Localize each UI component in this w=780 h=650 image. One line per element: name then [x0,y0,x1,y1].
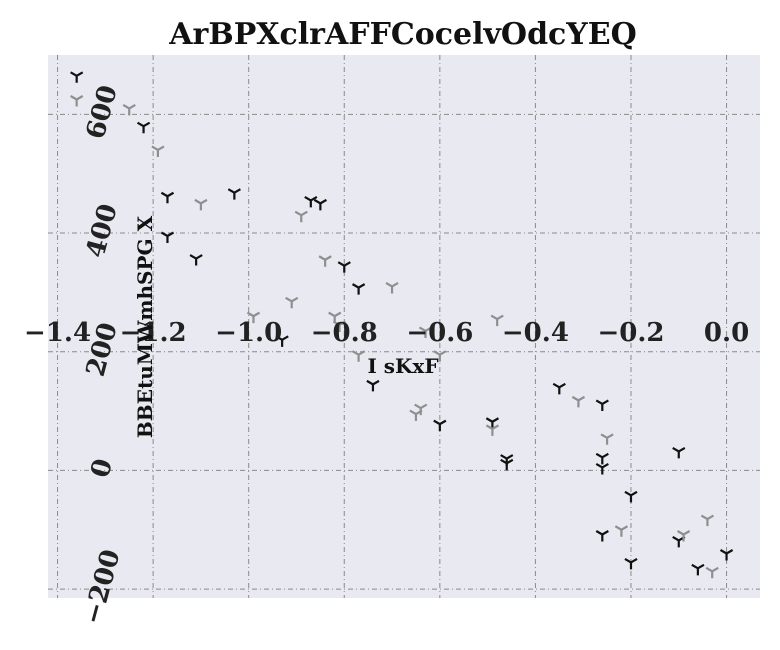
data-point [552,382,566,395]
data-point [500,458,514,471]
data-point [351,283,366,295]
x-tick-label: 0.0 [704,318,749,348]
x-tick-label: −1.4 [24,318,91,348]
data-point [227,188,241,200]
data-point [433,419,447,432]
x-tick-label: −0.6 [406,318,473,348]
x-tick-label: −1.2 [120,318,187,348]
data-point [624,490,638,503]
data-point [122,103,136,116]
y-axis-label: BBEtuMWmhSPG X [133,215,157,438]
data-point [485,424,500,436]
data-markers [70,71,734,579]
data-point [285,296,299,309]
data-point [337,261,351,273]
data-point [294,210,308,223]
data-point [672,446,686,459]
grid-lines [48,55,760,598]
data-point [151,145,165,157]
data-point [189,254,203,266]
data-point [160,191,175,204]
data-point [160,231,175,243]
data-point [313,198,327,211]
x-tick-label: −0.8 [311,318,378,348]
data-point [595,462,609,475]
data-point [595,530,609,542]
chart-title: ArBPXclrAFFCocelvOdcYEQ [168,17,636,52]
x-tick-labels: −1.4 −1.2 −1.0 −0.8 −0.6 −0.4 −0.2 0.0 [24,318,749,348]
data-point [595,452,609,465]
data-point [385,281,399,294]
data-point [490,314,504,327]
data-point [194,198,208,211]
data-point [676,530,691,542]
data-point [719,549,734,561]
data-point [691,563,705,576]
data-point [70,95,84,107]
data-point [595,399,609,411]
x-tick-label: −0.2 [597,318,664,348]
data-point [332,320,347,333]
data-point [275,335,289,347]
data-point [614,525,629,537]
plot-area [48,55,760,598]
x-tick-label: −0.4 [502,318,569,348]
x-tick-label: −1.0 [215,318,282,348]
data-point [571,395,586,408]
data-point [600,433,614,445]
data-point [136,121,151,134]
data-point [624,557,638,570]
data-point [70,71,84,83]
data-point [304,195,318,208]
data-point [700,514,715,527]
data-point [318,255,332,267]
data-point [433,350,447,362]
data-point [414,403,428,416]
data-point [418,326,433,338]
data-point [246,311,261,324]
x-axis-label: I sKxF [367,354,438,378]
data-point [366,379,380,392]
data-point [351,350,366,362]
data-point [705,566,719,579]
data-point [485,417,500,429]
